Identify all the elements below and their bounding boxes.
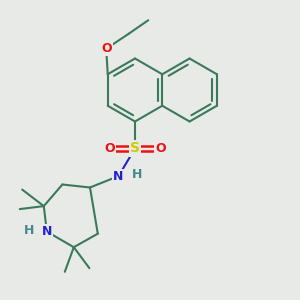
Text: H: H bbox=[132, 168, 142, 181]
Text: O: O bbox=[104, 142, 115, 155]
Text: N: N bbox=[42, 225, 52, 238]
Text: N: N bbox=[113, 169, 124, 183]
Text: S: S bbox=[130, 142, 140, 155]
Text: O: O bbox=[101, 42, 112, 55]
Text: O: O bbox=[155, 142, 166, 155]
Text: H: H bbox=[24, 224, 34, 237]
